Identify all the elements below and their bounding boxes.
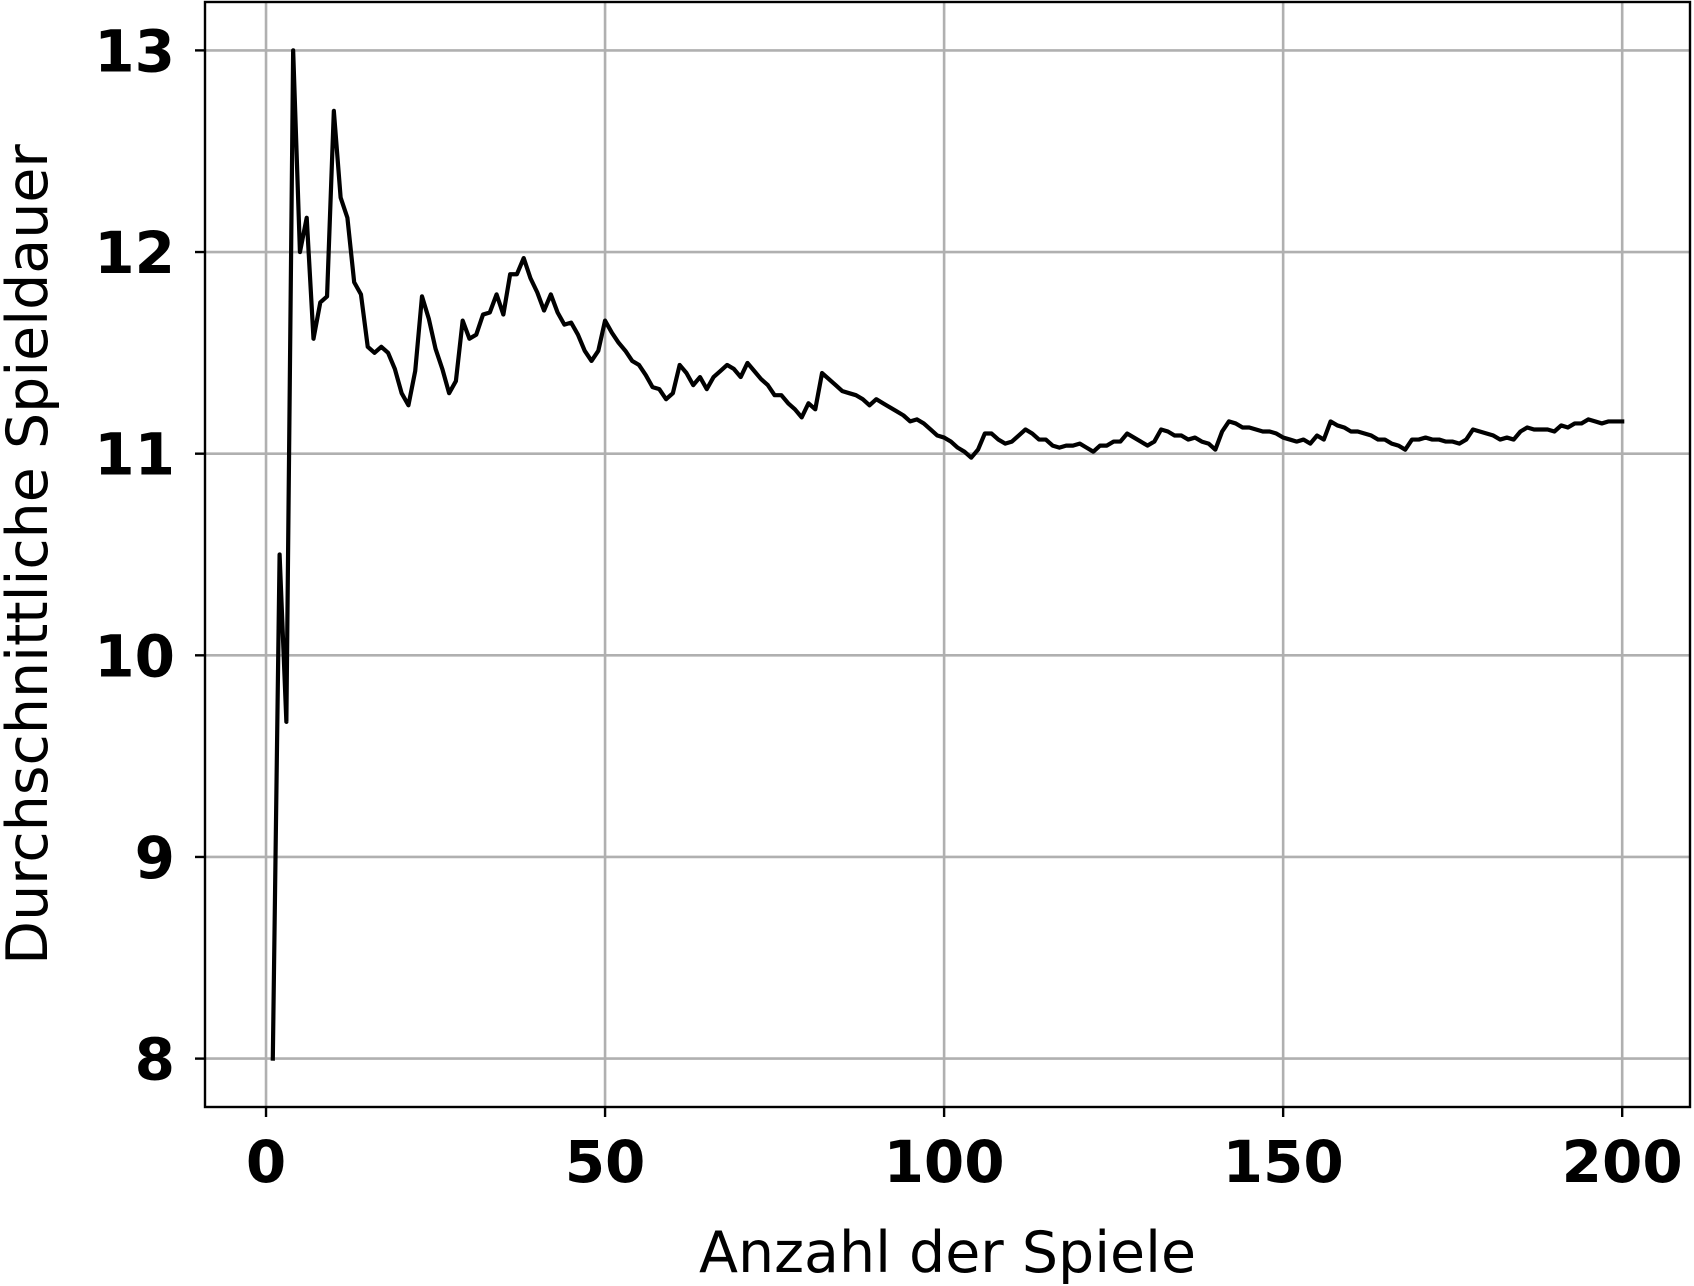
x-tick-label: 100 <box>884 1128 1005 1196</box>
x-tick-label: 50 <box>565 1128 646 1196</box>
x-tick-label: 200 <box>1562 1128 1683 1196</box>
grid-layer <box>205 2 1690 1107</box>
plot-frame <box>203 0 1692 1109</box>
y-axis-label: Durchschnittliche Spieldauer <box>0 144 61 965</box>
x-tick-label: 150 <box>1223 1128 1344 1196</box>
y-tick-label: 9 <box>135 824 175 892</box>
y-tick-label: 11 <box>94 421 175 489</box>
y-tick-label: 13 <box>94 17 175 85</box>
ticks-layer: 0 50 100 150 200 8 9 10 11 12 13 <box>94 17 1682 1196</box>
series-line <box>270 48 1625 1061</box>
y-tick-label: 10 <box>94 622 175 690</box>
x-tick-label: 0 <box>246 1128 286 1196</box>
y-tick-label: 8 <box>135 1026 175 1094</box>
y-tick-label: 12 <box>94 219 175 287</box>
x-axis-label: Anzahl der Spiele <box>699 1220 1196 1286</box>
